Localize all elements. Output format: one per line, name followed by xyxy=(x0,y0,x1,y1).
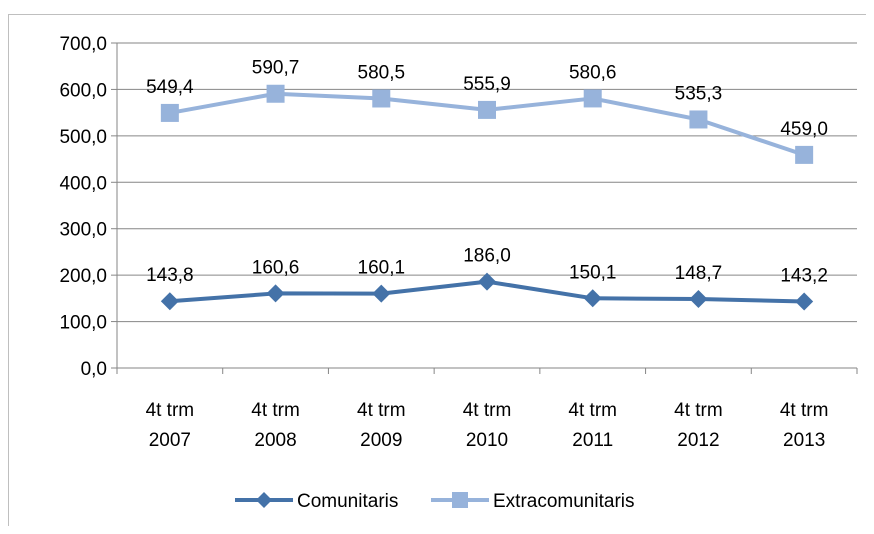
y-tick-label: 400,0 xyxy=(59,173,107,194)
data-point xyxy=(160,103,179,122)
data-label: 148,7 xyxy=(675,263,723,284)
data-label: 549,4 xyxy=(146,77,194,98)
y-tick-label: 600,0 xyxy=(59,80,107,101)
x-tick-label: 4t trm xyxy=(251,400,300,421)
x-tick-label: 2011 xyxy=(572,430,613,451)
x-tick-label: 2008 xyxy=(254,430,296,451)
y-tick-label: 500,0 xyxy=(59,127,107,148)
x-tick-label: 2010 xyxy=(466,430,508,451)
data-point xyxy=(478,272,496,291)
data-label: 580,6 xyxy=(569,62,617,83)
x-tick-label: 4t trm xyxy=(674,400,723,421)
data-label: 580,5 xyxy=(358,62,406,83)
x-tick-label: 2009 xyxy=(360,430,402,451)
data-label: 150,1 xyxy=(569,262,617,283)
data-label: 186,0 xyxy=(463,246,511,267)
data-point xyxy=(583,289,602,308)
data-point xyxy=(478,100,496,119)
data-label: 459,0 xyxy=(780,119,828,140)
data-point xyxy=(583,89,602,108)
y-tick-label: 200,0 xyxy=(59,266,107,287)
x-tick-label: 2013 xyxy=(783,430,825,451)
y-tick-label: 700,0 xyxy=(59,34,107,55)
data-label: 590,7 xyxy=(252,58,300,79)
legend-marker xyxy=(452,492,468,508)
data-point xyxy=(689,289,708,308)
x-tick-label: 2007 xyxy=(149,430,191,451)
data-point xyxy=(689,110,708,129)
data-point xyxy=(372,284,391,303)
x-tick-label: 2012 xyxy=(677,430,719,451)
data-point xyxy=(266,84,285,103)
data-label: 160,1 xyxy=(358,258,406,279)
data-point xyxy=(266,284,285,303)
data-label: 535,3 xyxy=(675,83,723,104)
y-tick-label: 0,0 xyxy=(81,359,107,380)
data-point xyxy=(795,292,814,311)
data-point xyxy=(795,145,814,164)
data-label: 555,9 xyxy=(463,74,511,95)
x-tick-label: 4t trm xyxy=(463,400,512,421)
y-tick-label: 100,0 xyxy=(59,313,107,334)
legend-label: Comunitaris xyxy=(297,491,398,512)
x-tick-label: 4t trm xyxy=(146,400,195,421)
y-tick-label: 300,0 xyxy=(59,220,107,241)
data-label: 143,8 xyxy=(146,265,194,286)
legend-marker xyxy=(256,492,272,508)
x-tick-label: 4t trm xyxy=(357,400,406,421)
x-tick-label: 4t trm xyxy=(780,400,829,421)
data-label: 143,2 xyxy=(780,266,828,287)
legend-label: Extracomunitaris xyxy=(493,491,635,512)
chart-frame xyxy=(8,14,866,526)
data-label: 160,6 xyxy=(252,257,300,278)
data-point xyxy=(372,89,391,108)
data-point xyxy=(160,292,179,311)
x-tick-label: 4t trm xyxy=(568,400,617,421)
